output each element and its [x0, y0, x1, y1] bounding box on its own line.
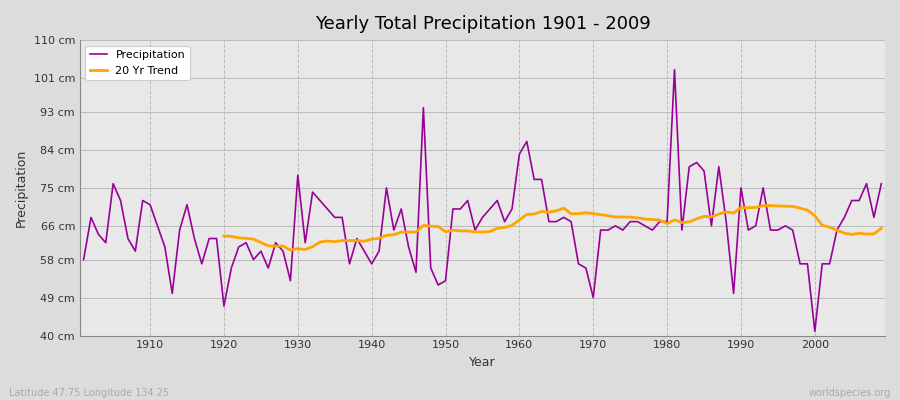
Precipitation	[507, 206, 517, 211]
Precipitation	[514, 152, 525, 156]
Precipitation	[344, 262, 355, 266]
Precipitation	[300, 240, 310, 245]
Title: Yearly Total Precipitation 1901 - 2009: Yearly Total Precipitation 1901 - 2009	[315, 15, 651, 33]
Text: worldspecies.org: worldspecies.org	[809, 388, 891, 398]
20 Yr Trend	[285, 248, 296, 252]
20 Yr Trend	[876, 226, 886, 231]
20 Yr Trend	[315, 240, 326, 244]
20 Yr Trend	[758, 203, 769, 208]
20 Yr Trend	[795, 206, 806, 210]
Precipitation	[809, 329, 820, 334]
X-axis label: Year: Year	[469, 356, 496, 369]
Y-axis label: Precipitation: Precipitation	[15, 149, 28, 227]
20 Yr Trend	[426, 224, 436, 229]
Precipitation	[876, 181, 886, 186]
Legend: Precipitation, 20 Yr Trend: Precipitation, 20 Yr Trend	[86, 46, 190, 80]
Line: 20 Yr Trend: 20 Yr Trend	[224, 206, 881, 250]
Precipitation	[138, 198, 148, 203]
20 Yr Trend	[780, 204, 791, 209]
20 Yr Trend	[861, 232, 872, 236]
Precipitation	[78, 257, 89, 262]
Precipitation	[603, 228, 614, 232]
Line: Precipitation: Precipitation	[84, 70, 881, 331]
20 Yr Trend	[684, 220, 695, 224]
20 Yr Trend	[219, 234, 230, 238]
Text: Latitude 47.75 Longitude 134.25: Latitude 47.75 Longitude 134.25	[9, 388, 169, 398]
Precipitation	[669, 67, 680, 72]
